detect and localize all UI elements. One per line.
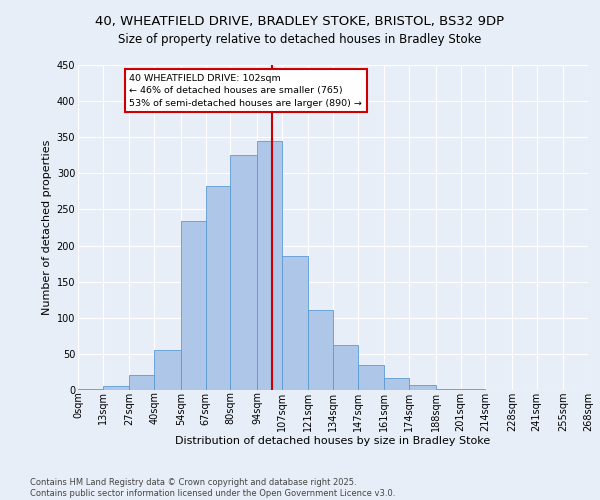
Bar: [230, 156, 257, 390]
Bar: [181, 221, 205, 390]
Bar: [281, 256, 308, 390]
Bar: [130, 375, 154, 390]
Text: 40, WHEATFIELD DRIVE, BRADLEY STOKE, BRISTOL, BS32 9DP: 40, WHEATFIELD DRIVE, BRADLEY STOKE, BRI…: [95, 15, 505, 28]
Y-axis label: Number of detached properties: Number of detached properties: [43, 140, 52, 315]
Bar: [205, 186, 230, 390]
Bar: [385, 378, 409, 390]
Bar: [257, 141, 281, 390]
Text: 40 WHEATFIELD DRIVE: 102sqm
← 46% of detached houses are smaller (765)
53% of se: 40 WHEATFIELD DRIVE: 102sqm ← 46% of det…: [130, 74, 362, 108]
Bar: [409, 385, 436, 390]
Bar: [333, 344, 358, 390]
Bar: [154, 350, 181, 390]
X-axis label: Distribution of detached houses by size in Bradley Stoke: Distribution of detached houses by size …: [175, 436, 491, 446]
Bar: [103, 386, 130, 390]
Text: Size of property relative to detached houses in Bradley Stoke: Size of property relative to detached ho…: [118, 32, 482, 46]
Bar: [358, 364, 385, 390]
Bar: [308, 310, 333, 390]
Text: Contains HM Land Registry data © Crown copyright and database right 2025.
Contai: Contains HM Land Registry data © Crown c…: [30, 478, 395, 498]
Bar: [78, 388, 103, 390]
Bar: [436, 388, 461, 390]
